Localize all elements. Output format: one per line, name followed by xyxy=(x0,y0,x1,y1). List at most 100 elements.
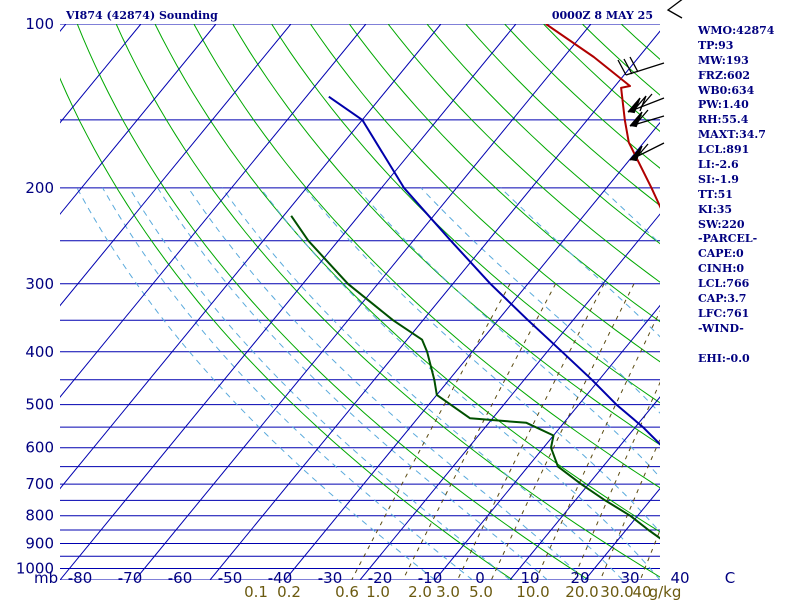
isotherm-line xyxy=(60,24,367,398)
moist-adiabat xyxy=(102,187,473,580)
pressure-tick-label: 1000 xyxy=(16,560,54,578)
moist-adiabat xyxy=(420,187,660,414)
pressure-axis-labels: 100 200 300 400 500 600 700 800 900 1000 xyxy=(16,15,54,578)
moist-adiabat xyxy=(128,187,511,580)
pressure-tick-label: 900 xyxy=(25,535,54,553)
isotherm-line xyxy=(284,121,660,580)
dry-adiabat xyxy=(115,24,660,578)
mixing-ratio-label: 20.0 xyxy=(565,583,598,600)
moist-adiabat xyxy=(500,187,660,338)
moist-adiabat xyxy=(356,187,660,479)
isotherm-line xyxy=(60,24,67,32)
mixing-ratio-label: 0.1 xyxy=(244,583,268,600)
temperature-tick-label: -60 xyxy=(168,569,193,587)
dewpoint-profile xyxy=(290,215,660,540)
isobar-grid xyxy=(60,24,660,580)
mixing-ratio-label: 10.0 xyxy=(516,583,549,600)
mixing-ratio-label: 30.0 xyxy=(600,583,633,600)
pressure-tick-label: 300 xyxy=(25,275,54,293)
wind-barbs xyxy=(617,0,683,162)
temperature-tick-label: -30 xyxy=(318,569,343,587)
pressure-tick-label: 100 xyxy=(25,15,54,33)
stability-index: -WIND- xyxy=(698,321,744,335)
pressure-tick-label: 400 xyxy=(25,343,54,361)
temperature-tick-label: -40 xyxy=(268,569,293,587)
dry-adiabat xyxy=(387,24,660,283)
temperature-tick-label: 20 xyxy=(570,569,589,587)
stability-index: EHI:-0.0 xyxy=(698,351,750,365)
mixing-ratio-label: 5.0 xyxy=(469,583,493,600)
isotherm-line xyxy=(434,304,660,580)
parcel-profile xyxy=(328,95,660,446)
pressure-tick-label: 500 xyxy=(25,396,54,414)
temperature-tick-label: 40 xyxy=(670,569,689,587)
stability-index: WMO:42874 xyxy=(698,24,775,37)
temperature-tick-label: C xyxy=(725,569,735,587)
stability-index: CAPE:0 xyxy=(698,247,744,261)
stability-indices-panel: WMO:42874 TP:93 MW:193 FRZ:602 WB0:634 PW:1.4… xyxy=(698,24,774,366)
dry-adiabat xyxy=(348,24,660,323)
stability-index: TP:93 xyxy=(698,38,734,52)
isotherm-line xyxy=(60,24,217,215)
temperature-tick-label: 0 xyxy=(475,569,485,587)
stability-index: LFC:761 xyxy=(698,306,750,320)
stability-index: MAXT:34.7 xyxy=(698,128,766,142)
temperature-tick-label: -80 xyxy=(68,569,93,587)
dry-adiabat xyxy=(193,24,660,489)
mixing-ratio-label: 3.0 xyxy=(436,583,460,600)
mixing-ratio-label: 0.6 xyxy=(335,583,359,600)
mixing-ratio-line xyxy=(490,283,635,580)
mixing-ratio-label: 2.0 xyxy=(408,583,432,600)
isotherm-line xyxy=(60,24,142,124)
stability-index: MW:193 xyxy=(698,53,749,67)
moist-adiabat xyxy=(304,187,660,533)
stability-index: -PARCEL- xyxy=(698,232,758,246)
temperature-axis-labels: -80 -70 -60 -50 -40 -30 -20 -10 0 10 20 30 40 C xyxy=(68,569,735,587)
stability-index: CAP:3.7 xyxy=(698,292,747,306)
dry-adiabat xyxy=(504,24,660,169)
skewed-isotherms xyxy=(60,24,660,580)
mixing-ratio-line xyxy=(535,310,660,580)
isotherm-line xyxy=(60,24,517,580)
isotherm-line xyxy=(359,213,660,580)
sounding-profiles xyxy=(290,24,660,540)
dry-adiabat xyxy=(426,24,660,245)
temperature-profile xyxy=(545,24,660,209)
isotherm-line xyxy=(209,30,660,580)
temperature-tick-label: -70 xyxy=(118,569,143,587)
y-axis-unit: mb xyxy=(34,569,58,587)
moist-adiabat xyxy=(157,187,548,580)
mixing-ratio-line xyxy=(572,381,660,580)
stability-index: CINH:0 xyxy=(698,262,745,276)
isotherm-line xyxy=(60,24,442,490)
mixing-ratio-label: g/kg xyxy=(649,583,682,600)
pressure-tick-label: 700 xyxy=(25,475,54,493)
mixing-ratio-line xyxy=(402,283,557,580)
temperature-tick-label: 10 xyxy=(520,569,539,587)
stability-index: KI:35 xyxy=(698,202,733,216)
temperature-tick-label: -50 xyxy=(218,569,243,587)
dry-adiabat xyxy=(154,24,660,533)
moist-adiabat xyxy=(76,187,436,580)
stability-index: SI:-1.9 xyxy=(698,172,739,186)
stability-index: RH:55.4 xyxy=(698,113,749,127)
mixing-ratio-label: 0.2 xyxy=(277,583,301,600)
mixing-ratio-line xyxy=(457,283,605,580)
wind-barb xyxy=(617,56,665,76)
moist-adiabat xyxy=(187,187,586,580)
moist-adiabat xyxy=(259,187,660,580)
dry-adiabat xyxy=(76,24,589,580)
stability-index xyxy=(698,337,774,352)
isotherm-line xyxy=(134,24,592,580)
moist-adiabats xyxy=(76,187,660,580)
mixing-ratio-line xyxy=(351,283,511,580)
mixing-ratio-label: 1.0 xyxy=(366,583,390,600)
dry-adiabat xyxy=(465,24,660,207)
station-title: VI874 (42874) Sounding xyxy=(65,9,218,22)
pressure-tick-label: 800 xyxy=(25,507,54,525)
moist-adiabat xyxy=(221,187,623,580)
mixing-ratio-lines xyxy=(351,283,660,580)
pressure-tick-label: 200 xyxy=(25,179,54,197)
wind-barb xyxy=(666,0,683,19)
